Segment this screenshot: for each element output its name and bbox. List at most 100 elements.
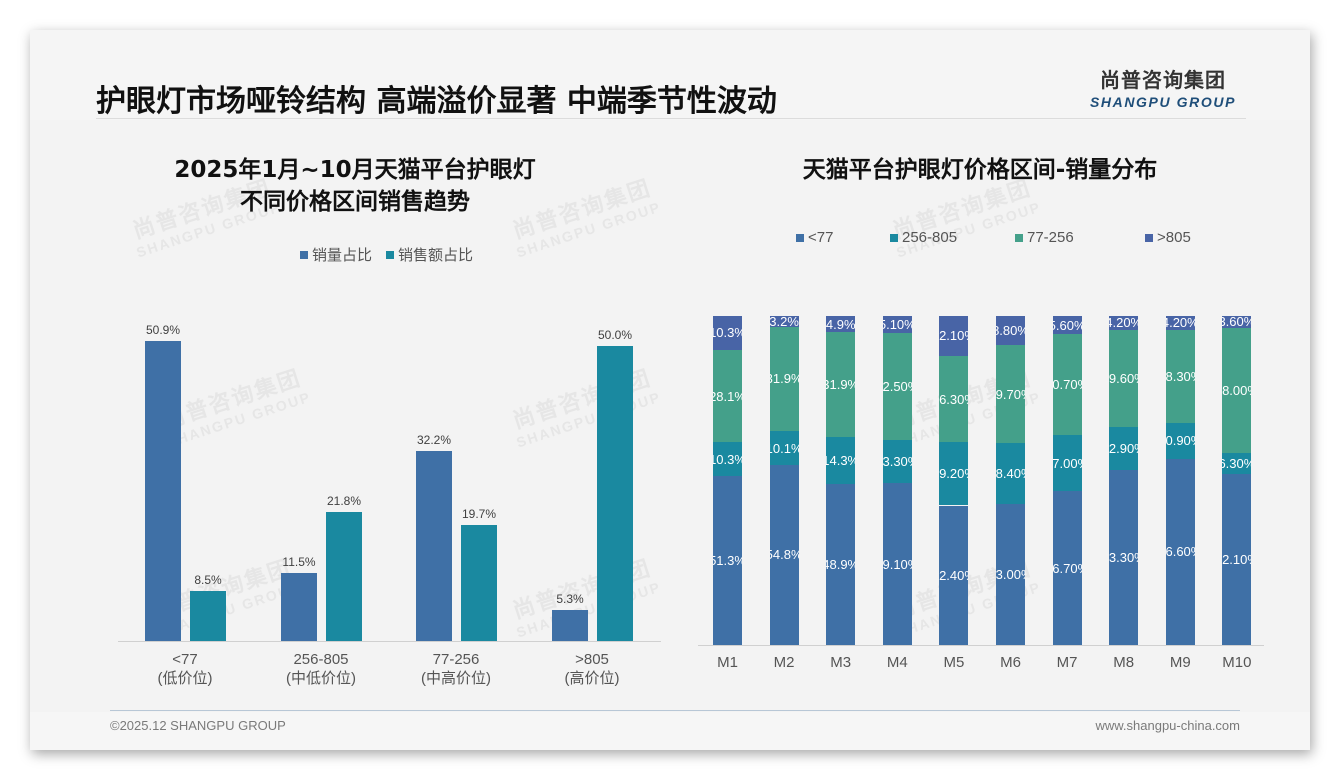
segment-value-label: 42.40% xyxy=(939,567,968,583)
bar xyxy=(597,346,633,641)
stacked-segment: 5.10% xyxy=(882,316,912,333)
month-label: M10 xyxy=(1222,654,1252,671)
segment-value-label: 17.00% xyxy=(1052,455,1082,471)
category-label: <77 (低价位) xyxy=(125,650,245,688)
segment-value-label: 38.00% xyxy=(1222,382,1251,398)
legend-item-256-805: 256-805 xyxy=(890,229,1015,246)
bar-value-label: 21.8% xyxy=(326,494,362,509)
stacked-segment: 28.1% xyxy=(713,349,742,443)
segment-value-label: 14.3% xyxy=(826,453,855,469)
segment-value-label: 31.9% xyxy=(770,371,799,387)
stacked-segment: 29.60% xyxy=(1109,329,1139,428)
segment-value-label: 29.70% xyxy=(996,386,1025,402)
stacked-segment: 54.8% xyxy=(769,464,799,645)
segment-value-label: 26.30% xyxy=(939,391,968,407)
stacked-segment: 14.3% xyxy=(826,437,856,485)
stacked-segment: 46.70% xyxy=(1052,491,1082,645)
month-label: M7 xyxy=(1056,654,1078,671)
category-range: 256-805 xyxy=(293,651,349,668)
month-label: M5 xyxy=(943,654,965,671)
legend-label: >805 xyxy=(1157,229,1191,246)
category-tier: (中高价位) xyxy=(421,670,491,687)
stacked-segment: 12.90% xyxy=(1109,427,1139,470)
segment-value-label: 8.80% xyxy=(996,323,1025,339)
bar-value-label: 11.5% xyxy=(282,555,316,570)
bar xyxy=(326,512,362,641)
footer-website: www.shangpu-china.com xyxy=(1095,718,1240,733)
segment-value-label: 51.3% xyxy=(713,553,742,569)
segment-value-label: 13.30% xyxy=(882,454,912,470)
stacked-segment: 26.30% xyxy=(939,355,969,443)
watermark-en: SHANGPU GROUP xyxy=(514,578,664,641)
bar xyxy=(552,609,588,641)
legend-label: 销售额占比 xyxy=(398,247,474,264)
stacked-segment: 5.60% xyxy=(1052,316,1082,335)
stacked-segment: 32.50% xyxy=(882,332,912,440)
segment-value-label: 53.30% xyxy=(1109,549,1138,565)
category-range: 77-256 xyxy=(432,651,480,668)
stacked-segment: 43.00% xyxy=(996,503,1025,645)
stacked-segment: 10.3% xyxy=(713,316,742,350)
stacked-segment: 3.60% xyxy=(1222,316,1252,328)
company-logo: 尚普咨询集团 SHANGPU GROUP xyxy=(1088,64,1238,110)
segment-value-label: 48.9% xyxy=(826,557,855,573)
stacked-segment: 51.3% xyxy=(713,476,742,645)
segment-value-label: 49.10% xyxy=(882,556,912,572)
segment-value-label: 43.00% xyxy=(996,566,1025,582)
category-label: 77-256 (中高价位) xyxy=(396,650,516,688)
stacked-segment: 18.40% xyxy=(996,442,1025,504)
watermark-en: SHANGPU GROUP xyxy=(164,388,314,451)
legend-swatch-icon xyxy=(1145,233,1153,242)
stacked-segment: 13.30% xyxy=(882,439,912,484)
segment-value-label: 28.1% xyxy=(713,388,742,404)
logo-en-text: SHANGPU GROUP xyxy=(1089,94,1237,110)
stacked-segment: 48.9% xyxy=(826,484,856,645)
footer-band xyxy=(30,712,1310,750)
legend-swatch-icon xyxy=(300,250,308,259)
segment-value-label: 10.3% xyxy=(713,451,742,467)
stacked-segment: 42.40% xyxy=(939,505,969,645)
segment-value-label: 12.10% xyxy=(939,328,968,344)
segment-value-label: 19.20% xyxy=(939,466,968,482)
stacked-segment: 29.70% xyxy=(996,345,1025,443)
segment-value-label: 10.3% xyxy=(713,325,742,341)
stacked-segment: 28.30% xyxy=(1165,329,1195,423)
bar-value-label: 5.3% xyxy=(556,591,584,606)
month-label: M6 xyxy=(1000,654,1021,671)
stacked-segment: 4.9% xyxy=(826,316,856,333)
legend-swatch-icon xyxy=(386,250,395,259)
segment-value-label: 31.9% xyxy=(826,377,855,393)
legend-swatch-icon xyxy=(890,233,898,242)
x-axis-line xyxy=(698,645,1264,646)
left-chart-title: 2025年1月~10月天猫平台护眼灯 不同价格区间销售趋势 xyxy=(130,154,580,218)
segment-value-label: 46.70% xyxy=(1052,560,1082,576)
bar-value-label: 19.7% xyxy=(461,506,497,521)
month-label: M1 xyxy=(717,654,738,671)
segment-value-label: 4.9% xyxy=(826,316,856,332)
legend-label: <77 xyxy=(808,229,834,246)
stacked-segment: 17.00% xyxy=(1052,435,1082,492)
legend-item-77-256: 77-256 xyxy=(1015,229,1145,246)
watermark-cn: 尚普咨询集团 xyxy=(510,365,655,435)
category-tier: (中低价位) xyxy=(286,670,356,687)
stacked-segment: 10.1% xyxy=(769,431,799,465)
stacked-segment: 12.10% xyxy=(939,316,969,356)
legend-item-volume: 销量占比 xyxy=(300,244,372,265)
segment-value-label: 56.60% xyxy=(1165,544,1195,560)
category-range: <77 xyxy=(172,651,198,668)
segment-value-label: 52.10% xyxy=(1222,551,1251,567)
stacked-segment: 6.30% xyxy=(1222,452,1252,474)
segment-value-label: 3.2% xyxy=(769,316,799,327)
legend-item-amount: 销售额占比 xyxy=(386,244,473,265)
segment-value-label: 4.20% xyxy=(1166,316,1195,330)
stacked-segment: 3.2% xyxy=(769,316,799,327)
legend-swatch-icon xyxy=(796,233,804,242)
category-label: 256-805 (中低价位) xyxy=(261,650,381,688)
bar xyxy=(416,451,452,641)
segment-value-label: 5.10% xyxy=(883,316,912,332)
x-axis-line xyxy=(118,641,661,642)
watermark-en: SHANGPU GROUP xyxy=(514,388,664,451)
stacked-segment: 56.60% xyxy=(1165,458,1195,645)
